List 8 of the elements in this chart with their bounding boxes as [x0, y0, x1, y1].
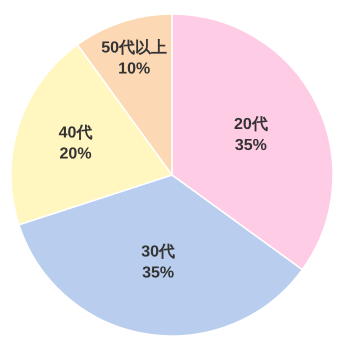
data-label: 35% [234, 136, 267, 154]
data-label: 20% [60, 146, 92, 163]
slice-label: 50代以上 [101, 38, 168, 57]
data-label: 10% [118, 60, 150, 78]
data-label: 35% [142, 264, 174, 282]
slice-label: 30代 [141, 242, 176, 260]
slice-label: 40代 [58, 124, 92, 142]
slice-label: 20代 [234, 114, 268, 133]
